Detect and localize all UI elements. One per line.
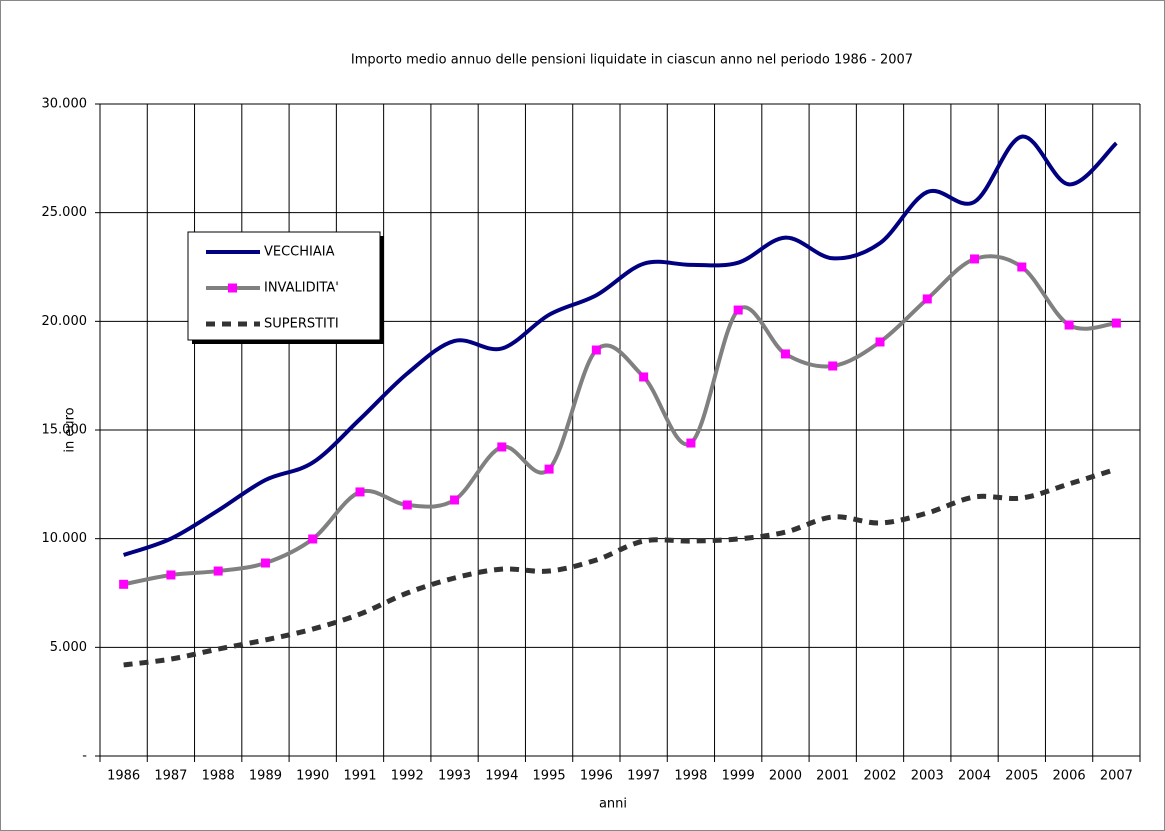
x-tick-label: 1994 bbox=[485, 769, 518, 784]
legend: VECCHIAIA INVALIDITA' SUPERSTITI bbox=[187, 231, 384, 344]
x-tick-label: 1991 bbox=[343, 769, 376, 784]
y-tick-label: 30.000 bbox=[42, 97, 88, 112]
x-tick-label: 1997 bbox=[627, 769, 660, 784]
x-tick-label: 1998 bbox=[674, 769, 707, 784]
y-axis-label: in euro bbox=[63, 407, 78, 452]
data-marker bbox=[402, 500, 412, 510]
chart-title: Importo medio annuo delle pensioni liqui… bbox=[351, 53, 913, 68]
data-marker bbox=[1111, 318, 1121, 328]
y-tick-label: 20.000 bbox=[42, 314, 88, 329]
x-tick-label: 1995 bbox=[533, 769, 566, 784]
x-tick-label: 2004 bbox=[958, 769, 991, 784]
data-marker bbox=[166, 570, 176, 580]
x-tick-label: 1993 bbox=[438, 769, 471, 784]
data-marker bbox=[970, 254, 980, 264]
data-marker bbox=[591, 345, 601, 355]
data-marker bbox=[639, 372, 649, 382]
data-marker bbox=[1017, 262, 1027, 272]
legend-marker bbox=[228, 283, 237, 293]
legend-label: INVALIDITA' bbox=[264, 281, 339, 296]
x-tick-label: 2002 bbox=[863, 769, 896, 784]
data-marker bbox=[544, 464, 554, 474]
x-tick-label: 2007 bbox=[1100, 769, 1133, 784]
y-tick-label: 10.000 bbox=[42, 531, 88, 546]
x-tick-label: 1987 bbox=[154, 769, 187, 784]
data-marker bbox=[875, 337, 885, 347]
data-marker bbox=[450, 495, 460, 505]
x-tick-label: 2006 bbox=[1053, 769, 1086, 784]
legend-label: VECCHIAIA bbox=[264, 245, 335, 260]
data-marker bbox=[1064, 320, 1074, 330]
data-line bbox=[122, 134, 1118, 557]
data-marker bbox=[828, 361, 838, 371]
x-tick-label: 1986 bbox=[107, 769, 140, 784]
data-marker bbox=[733, 305, 743, 315]
y-tick-label: - bbox=[82, 749, 87, 764]
data-marker bbox=[308, 534, 318, 544]
x-tick-label: 2003 bbox=[911, 769, 944, 784]
y-tick-label: 15.000 bbox=[42, 423, 88, 438]
x-tick-label: 1996 bbox=[580, 769, 613, 784]
y-tick-label: 5.000 bbox=[50, 640, 87, 655]
data-marker bbox=[260, 558, 270, 568]
legend-label: SUPERSTITI bbox=[264, 317, 339, 332]
data-marker bbox=[213, 566, 223, 576]
data-marker bbox=[119, 579, 129, 589]
x-tick-label: 2005 bbox=[1005, 769, 1038, 784]
x-tick-label: 1992 bbox=[391, 769, 424, 784]
x-tick-label: 1999 bbox=[722, 769, 755, 784]
x-tick-label: 1989 bbox=[249, 769, 282, 784]
x-tick-label: 2001 bbox=[816, 769, 849, 784]
y-tick-label: 25.000 bbox=[42, 205, 88, 220]
data-marker bbox=[922, 294, 932, 304]
x-tick-label: 1990 bbox=[296, 769, 329, 784]
data-marker bbox=[497, 442, 507, 452]
data-line bbox=[123, 466, 1118, 668]
data-marker bbox=[355, 487, 365, 497]
data-marker bbox=[780, 349, 790, 359]
data-marker bbox=[686, 438, 696, 448]
x-tick-label: 1988 bbox=[202, 769, 235, 784]
x-axis-label: anni bbox=[599, 797, 627, 812]
x-tick-label: 2000 bbox=[769, 769, 802, 784]
